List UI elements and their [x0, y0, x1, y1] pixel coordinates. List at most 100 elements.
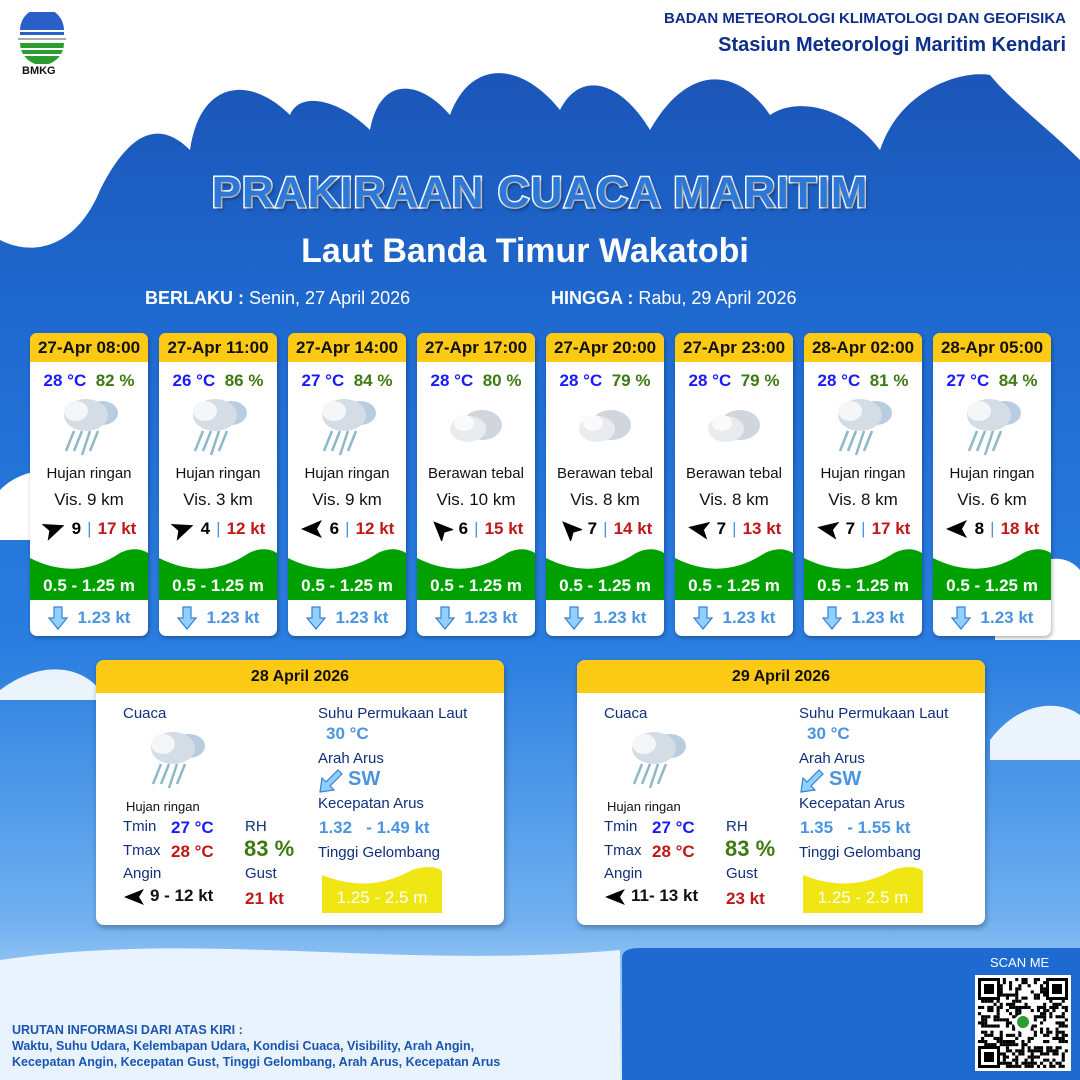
panel-condition: Hujan ringan	[126, 799, 200, 814]
current-direction: SW	[829, 768, 862, 790]
separator: |	[87, 519, 92, 538]
humidity: 82 %	[95, 371, 135, 390]
wind-range: 9 - 12 kt	[150, 886, 214, 905]
humidity: 79 %	[740, 371, 780, 390]
light-rain-icon	[141, 726, 211, 797]
wave-height: 0.5 - 1.25 m	[301, 576, 393, 595]
current-direction-icon	[800, 769, 824, 793]
card-time: 27-Apr 11:00	[159, 333, 277, 362]
current-speed: 1.23 kt	[335, 608, 389, 627]
visibility: Vis. 6 km	[957, 490, 1027, 509]
footer-line-1: Waktu, Suhu Udara, Kelembapan Udara, Kon…	[12, 1039, 475, 1053]
overcast-icon	[546, 393, 664, 459]
wave-height-shape	[803, 867, 923, 913]
label-current-speed: Kecepatan Arus	[799, 795, 905, 812]
current-speed: 1.23 kt	[851, 608, 905, 627]
page-title: PRAKIRAAN CUACA MARITIM	[210, 167, 869, 219]
light-rain-icon	[622, 726, 692, 797]
gust-speed: 17 kt	[97, 519, 137, 538]
overcast-icon	[417, 393, 535, 459]
air-temp: 28 °C	[43, 371, 87, 390]
current-direction-icon	[305, 606, 326, 630]
current-direction-icon	[176, 606, 197, 630]
wave-height-shape	[417, 549, 535, 600]
current-speed: 1.23 kt	[722, 608, 776, 627]
wind-direction-icon	[816, 521, 840, 540]
forecast-card: 27-Apr 23:00 28 °C 79 % Berawan tebal Vi…	[675, 333, 793, 636]
current-direction-icon	[434, 606, 455, 630]
gust-speed: 14 kt	[613, 519, 653, 538]
forecast-card: 27-Apr 14:00 27 °C 84 % Hujan ringan Vis…	[288, 333, 406, 636]
card-time: 27-Apr 23:00	[675, 333, 793, 362]
wind-direction-icon	[300, 520, 322, 538]
wave-height-shape	[30, 549, 148, 600]
qr-code[interactable]	[975, 975, 1071, 1071]
wind-speed: 8	[974, 519, 985, 538]
label-gust: Gust	[245, 865, 277, 882]
wind-speed: 9	[71, 519, 82, 538]
light-rain-icon	[804, 393, 922, 459]
weather-condition: Berawan tebal	[428, 465, 524, 482]
wave-height-shape	[288, 549, 406, 600]
wave-height-shape	[933, 549, 1051, 600]
card-time: 27-Apr 08:00	[30, 333, 148, 362]
humidity: 81 %	[869, 371, 909, 390]
visibility: Vis. 8 km	[570, 490, 640, 509]
forecast-card: 27-Apr 17:00 28 °C 80 % Berawan tebal Vi…	[417, 333, 535, 636]
card-time: 27-Apr 14:00	[288, 333, 406, 362]
tmax-value: 28 °C	[171, 842, 214, 861]
daily-summary-panel: 29 April 2026 Cuaca Hujan ringan Tmin 27…	[577, 660, 985, 925]
current-direction-icon	[319, 769, 343, 793]
agency-name: BADAN METEOROLOGI KLIMATOLOGI DAN GEOFIS…	[664, 10, 1066, 27]
humidity: 80 %	[482, 371, 522, 390]
label-cuaca: Cuaca	[604, 705, 648, 722]
card-time: 28-Apr 05:00	[933, 333, 1051, 362]
rh-value: 83 %	[244, 836, 295, 861]
weather-condition: Berawan tebal	[686, 465, 782, 482]
logo-text: BMKG	[22, 65, 56, 77]
label-rh: RH	[726, 818, 748, 835]
label-angin: Angin	[604, 865, 643, 882]
humidity: 86 %	[224, 371, 264, 390]
valid-from-label: BERLAKU :	[145, 288, 244, 308]
humidity: 79 %	[611, 371, 651, 390]
weather-condition: Berawan tebal	[557, 465, 653, 482]
label-sst: Suhu Permukaan Laut	[799, 705, 949, 722]
visibility: Vis. 10 km	[436, 490, 516, 509]
current-speed: 1.23 kt	[206, 608, 260, 627]
current-direction: SW	[348, 768, 381, 790]
label-tmin: Tmin	[123, 818, 157, 835]
separator: |	[216, 519, 221, 538]
gust-value: 21 kt	[245, 889, 284, 908]
wave-height-shape	[546, 549, 664, 600]
wind-direction-icon	[605, 889, 625, 905]
gust-speed: 18 kt	[1000, 519, 1040, 538]
sst-value: 30 °C	[807, 724, 850, 743]
card-time: 28-Apr 02:00	[804, 333, 922, 362]
air-temp: 26 °C	[172, 371, 216, 390]
label-cuaca: Cuaca	[123, 705, 167, 722]
valid-to-label: HINGGA :	[551, 288, 634, 308]
air-temp: 28 °C	[430, 371, 474, 390]
wind-direction-icon	[945, 520, 967, 538]
tmin-value: 27 °C	[171, 818, 214, 837]
panel-date: 29 April 2026	[577, 660, 985, 693]
wave-height: 0.5 - 1.25 m	[430, 576, 522, 595]
wind-speed: 4	[200, 519, 211, 538]
wind-direction-icon	[561, 521, 582, 541]
label-gust: Gust	[726, 865, 758, 882]
weather-condition: Hujan ringan	[175, 465, 261, 482]
panel-condition: Hujan ringan	[607, 799, 681, 814]
wave-height: 0.5 - 1.25 m	[172, 576, 264, 595]
air-temp: 27 °C	[301, 371, 345, 390]
wind-speed: 7	[845, 519, 856, 538]
separator: |	[990, 519, 995, 538]
station-name: Stasiun Meteorologi Maritim Kendari	[718, 34, 1066, 56]
forecast-card: 28-Apr 02:00 28 °C 81 % Hujan ringan Vis…	[804, 333, 922, 636]
visibility: Vis. 9 km	[54, 490, 124, 509]
card-time: 27-Apr 20:00	[546, 333, 664, 362]
wave-height-shape	[675, 549, 793, 600]
label-wave-height: Tinggi Gelombang	[318, 844, 441, 861]
label-current-direction: Arah Arus	[318, 750, 384, 767]
